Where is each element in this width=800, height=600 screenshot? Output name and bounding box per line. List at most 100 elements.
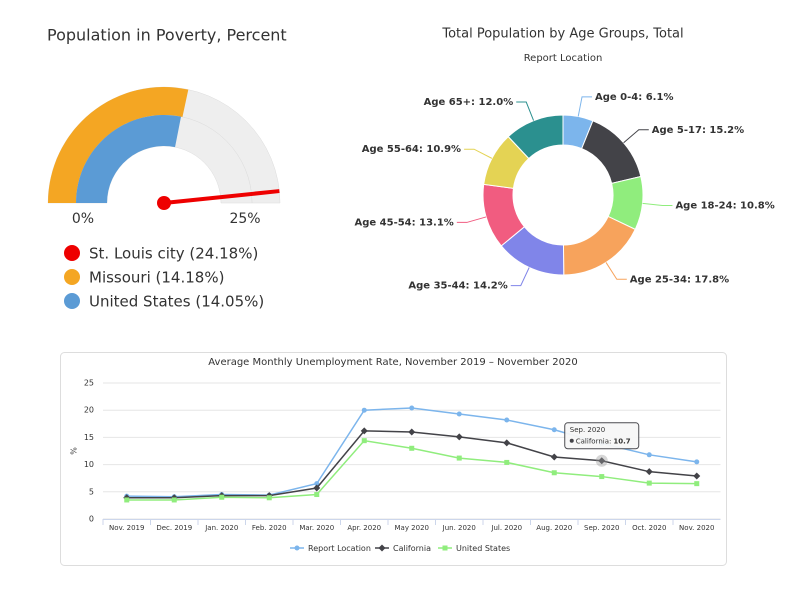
label-connector	[577, 96, 593, 117]
tooltip-box	[564, 422, 640, 450]
gauge-needle	[163, 189, 280, 205]
donut-title: Total Population by Age Groups, Total	[441, 27, 683, 42]
y-axis-label: %	[70, 447, 79, 455]
data-label: Age 18-24: 10.8%	[675, 200, 774, 211]
legend-marker	[442, 545, 448, 551]
gauge-title: Population in Poverty, Percent	[47, 26, 287, 45]
legend-swatch	[64, 245, 80, 261]
legend-label: California	[393, 544, 431, 553]
legend-label: Missouri (14.18%)	[89, 269, 224, 287]
x-tick-label: Nov. 2019	[109, 524, 144, 532]
marker	[314, 492, 320, 498]
donut-slice	[507, 114, 564, 160]
marker	[551, 427, 557, 433]
marker	[693, 472, 701, 480]
marker	[124, 497, 130, 503]
x-tick-label: Sep. 2020	[584, 524, 619, 532]
data-label: Age 65+: 12.0%	[424, 97, 514, 108]
hover-halo	[595, 454, 608, 467]
legend-swatch	[64, 269, 80, 285]
marker	[456, 455, 462, 461]
gauge-tick-label: 25%	[229, 211, 260, 227]
donut-slice	[562, 215, 636, 276]
y-tick-label: 10	[84, 460, 94, 469]
gauge-bar	[48, 86, 189, 203]
legend-label: St. Louis city (24.18%)	[89, 245, 258, 263]
y-tick-label: 5	[89, 487, 94, 496]
marker	[694, 459, 700, 465]
marker	[504, 459, 510, 465]
marker	[645, 468, 653, 476]
marker	[219, 494, 225, 500]
y-tick-label: 25	[84, 379, 94, 388]
donut-subtitle: Report Location	[524, 53, 603, 64]
x-tick-label: Dec. 2019	[156, 524, 192, 532]
x-tick-label: Nov. 2020	[679, 524, 714, 532]
label-connector	[605, 262, 627, 280]
marker	[266, 495, 272, 501]
x-tick-label: May 2020	[394, 524, 429, 532]
marker	[171, 497, 177, 503]
data-label: Age 25-34: 17.8%	[630, 274, 729, 285]
label-connector	[464, 148, 493, 159]
x-tick-label: Aug. 2020	[536, 524, 572, 532]
data-label: Age 5-17: 15.2%	[652, 125, 744, 136]
marker	[504, 417, 510, 423]
marker	[599, 474, 605, 480]
legend-label: Report Location	[308, 544, 371, 553]
x-tick-label: Oct. 2020	[632, 524, 666, 532]
tooltip-title: Sep. 2020	[570, 426, 605, 434]
donut-slice	[581, 120, 642, 185]
legend-marker	[294, 545, 300, 551]
marker	[408, 428, 416, 436]
data-label: Age 45-54: 13.1%	[355, 217, 454, 228]
gauge-tick-label: 0%	[72, 211, 94, 227]
marker	[550, 453, 558, 461]
marker	[314, 481, 320, 487]
legend-label: United States (14.05%)	[89, 293, 264, 311]
label-connector	[516, 101, 535, 121]
data-label: Age 55-64: 10.9%	[362, 144, 461, 155]
data-label: Age 0-4: 6.1%	[595, 92, 673, 103]
marker	[551, 470, 557, 476]
marker	[409, 445, 415, 451]
legend-marker	[378, 544, 386, 552]
tooltip-bullet	[569, 438, 574, 443]
x-tick-label: Jul. 2020	[490, 524, 522, 532]
chart-title: Average Monthly Unemployment Rate, Novem…	[208, 357, 577, 368]
legend-label: United States	[456, 544, 510, 553]
tooltip-label: California:	[576, 437, 612, 445]
chart-panel	[60, 352, 727, 566]
gauge-bar	[76, 115, 182, 203]
data-label: Age 35-44: 14.2%	[408, 281, 507, 292]
marker	[361, 438, 367, 444]
marker	[646, 452, 652, 458]
label-connector	[623, 129, 649, 144]
y-tick-label: 0	[89, 515, 94, 524]
y-tick-label: 20	[84, 406, 94, 415]
x-tick-label: Mar. 2020	[299, 524, 334, 532]
needle-pivot	[157, 196, 171, 210]
marker	[455, 433, 463, 441]
x-tick-label: Jan. 2020	[204, 524, 238, 532]
marker	[503, 439, 511, 447]
marker	[598, 457, 606, 465]
marker	[409, 405, 415, 411]
label-connector	[456, 216, 487, 223]
x-tick-label: Jun. 2020	[442, 524, 476, 532]
marker	[694, 481, 700, 487]
y-tick-label: 15	[84, 433, 94, 442]
tooltip-value: 10.7	[613, 437, 630, 445]
label-connector	[510, 267, 530, 287]
x-tick-label: Feb. 2020	[252, 524, 287, 532]
marker	[646, 480, 652, 486]
legend-swatch	[64, 293, 80, 309]
marker	[360, 427, 368, 435]
x-tick-label: Apr. 2020	[347, 524, 381, 532]
tooltip: Sep. 2020 California: 10.7	[564, 422, 640, 450]
marker	[313, 484, 321, 492]
marker	[456, 411, 462, 417]
marker	[361, 407, 367, 413]
label-connector	[642, 202, 673, 206]
